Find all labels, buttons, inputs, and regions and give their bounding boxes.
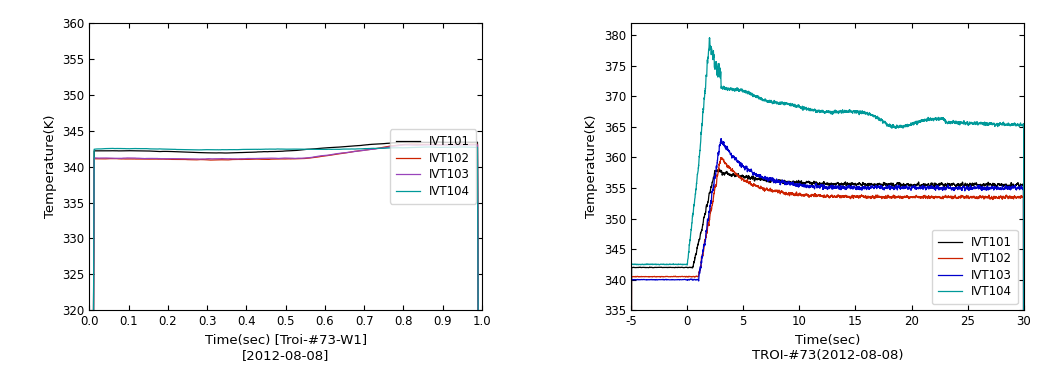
IVT103 — [421, 143, 434, 147]
Line: IVT102: IVT102 — [631, 158, 1024, 383]
X-axis label: Time(sec) [Troi-#73-W1]
[2012-08-08]: Time(sec) [Troi-#73-W1] [2012-08-08] — [205, 334, 366, 362]
IVT102 — [910, 194, 923, 198]
IVT102 — [311, 155, 323, 159]
Line: IVT104: IVT104 — [89, 147, 482, 383]
Y-axis label: Temperature(K): Temperature(K) — [44, 115, 57, 218]
Line: IVT103: IVT103 — [631, 139, 1024, 383]
IVT104 — [910, 119, 923, 124]
IVT101 — [333, 145, 345, 149]
IVT104 — [812, 110, 824, 114]
IVT102 — [381, 144, 394, 149]
Line: IVT104: IVT104 — [631, 38, 1024, 383]
IVT103 — [986, 185, 999, 190]
IVT102 — [321, 153, 334, 158]
X-axis label: Time(sec)
TROI-#73(2012-08-08): Time(sec) TROI-#73(2012-08-08) — [752, 334, 903, 362]
IVT103 — [381, 145, 394, 150]
Y-axis label: Temperature(K): Temperature(K) — [586, 115, 598, 218]
IVT101 — [321, 146, 334, 150]
IVT103 — [910, 186, 923, 190]
IVT103 — [321, 153, 334, 157]
IVT103 — [812, 184, 824, 189]
IVT103 — [107, 156, 120, 160]
IVT104 — [793, 104, 805, 109]
IVT101 — [421, 140, 434, 145]
IVT104 — [790, 104, 802, 108]
IVT101 — [381, 141, 394, 146]
IVT104 — [381, 146, 394, 151]
IVT103 — [1006, 185, 1018, 190]
IVT102 — [107, 156, 120, 161]
IVT102 — [715, 155, 728, 160]
IVT104 — [311, 147, 323, 152]
Line: IVT101: IVT101 — [631, 170, 1024, 383]
Line: IVT102: IVT102 — [89, 144, 482, 383]
IVT104 — [1006, 121, 1018, 126]
Legend: IVT101, IVT102, IVT103, IVT104: IVT101, IVT102, IVT103, IVT104 — [932, 230, 1017, 304]
IVT101 — [790, 180, 802, 184]
IVT103 — [793, 183, 805, 187]
Line: IVT103: IVT103 — [89, 145, 482, 383]
IVT102 — [812, 193, 824, 198]
IVT102 — [1006, 195, 1018, 200]
IVT103 — [333, 151, 345, 155]
IVT101 — [311, 146, 323, 151]
IVT104 — [456, 145, 468, 149]
IVT104 — [421, 145, 434, 149]
IVT102 — [986, 195, 999, 200]
IVT101 — [986, 183, 999, 188]
IVT102 — [790, 192, 802, 196]
IVT101 — [1006, 183, 1018, 187]
IVT103 — [467, 142, 480, 147]
IVT101 — [812, 181, 824, 186]
IVT101 — [107, 149, 120, 153]
IVT104 — [986, 122, 999, 126]
IVT103 — [715, 136, 728, 141]
IVT102 — [333, 151, 345, 156]
IVT101 — [910, 182, 923, 187]
IVT102 — [421, 142, 434, 147]
IVT101 — [432, 140, 444, 144]
IVT104 — [321, 147, 334, 152]
IVT101 — [793, 180, 805, 185]
Line: IVT101: IVT101 — [89, 142, 482, 383]
IVT103 — [790, 183, 802, 188]
IVT104 — [333, 147, 345, 152]
IVT104 — [107, 146, 120, 151]
IVT102 — [405, 142, 418, 146]
Legend: IVT101, IVT102, IVT103, IVT104: IVT101, IVT102, IVT103, IVT104 — [391, 129, 476, 204]
IVT103 — [311, 154, 323, 159]
IVT102 — [793, 192, 805, 196]
IVT101 — [713, 167, 726, 172]
IVT104 — [704, 36, 716, 40]
